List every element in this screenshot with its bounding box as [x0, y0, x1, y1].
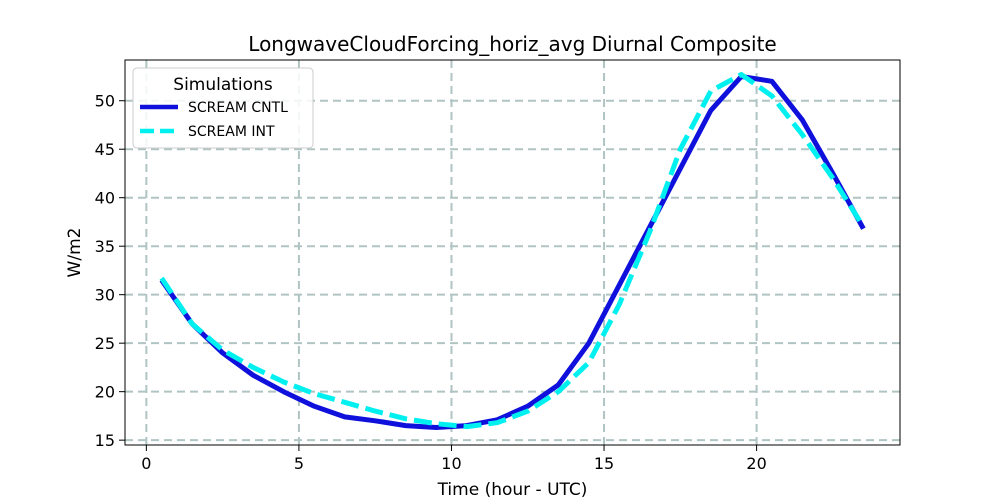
y-tick-label: 15	[95, 431, 115, 450]
legend-title: Simulations	[173, 75, 273, 95]
x-tick-label: 15	[594, 454, 614, 473]
chart-title: LongwaveCloudForcing_horiz_avg Diurnal C…	[248, 32, 776, 56]
y-axis-label: W/m2	[65, 228, 85, 278]
legend-label-scream-int: SCREAM INT	[188, 124, 275, 140]
y-tick-label: 50	[95, 92, 115, 111]
x-tick-label: 0	[141, 454, 151, 473]
y-tick-label: 30	[95, 286, 115, 305]
x-axis-label: Time (hour - UTC)	[437, 480, 588, 500]
y-tick-label: 35	[95, 237, 115, 256]
x-tick-label: 20	[746, 454, 766, 473]
legend-box	[132, 67, 314, 149]
series-layer	[159, 72, 866, 430]
plot-frame	[124, 59, 901, 446]
ticks: 0 5 10 15 20 15 20 25 30 35 40 45 50	[95, 92, 767, 473]
legend-label-scream-cntl: SCREAM CNTL	[188, 100, 288, 116]
x-tick-label: 5	[294, 454, 304, 473]
y-tick-label: 25	[95, 334, 115, 353]
y-tick-label: 20	[95, 383, 115, 402]
y-tick-label: 45	[95, 140, 115, 159]
x-tick-label: 10	[441, 454, 461, 473]
series-line-scream-int	[159, 72, 866, 430]
legend: Simulations SCREAM CNTL SCREAM INT	[132, 67, 314, 149]
y-tick-label: 40	[95, 189, 115, 208]
